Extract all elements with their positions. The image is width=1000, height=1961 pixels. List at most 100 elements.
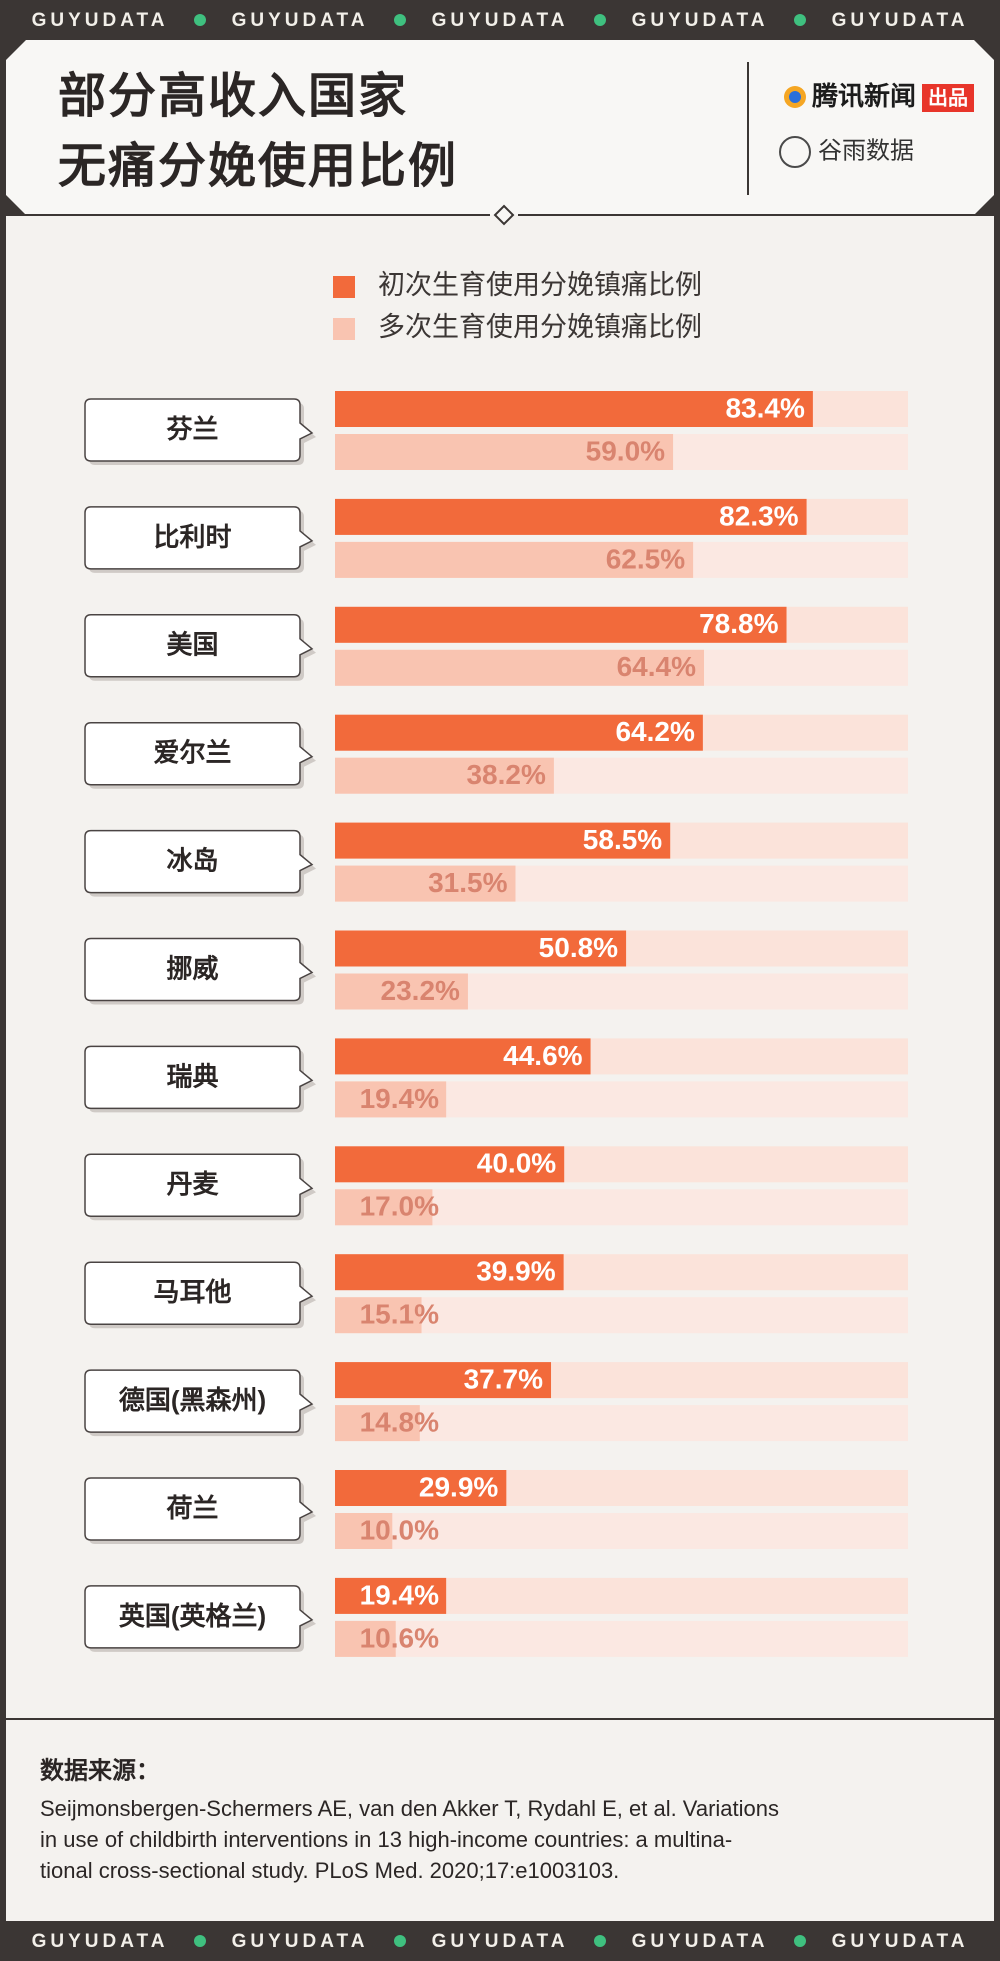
- label-box: [84, 829, 314, 894]
- value-label: 19.4%: [360, 1579, 439, 1610]
- category-label: 比利时: [153, 522, 231, 552]
- bar: [335, 973, 468, 1010]
- brand-text: GUYUDATA: [232, 1931, 369, 1952]
- value-label: 58.5%: [583, 824, 662, 855]
- brand-dot: [194, 14, 206, 26]
- bar: [335, 649, 705, 686]
- diamond: [493, 204, 515, 226]
- bar: [335, 1081, 447, 1118]
- brand-dot: [394, 14, 406, 26]
- bar: [335, 541, 694, 578]
- logo-text: 谷雨数据: [818, 137, 914, 164]
- source-line: in use of childbirth interventions in 13…: [40, 1827, 732, 1852]
- category-label: 美国: [166, 630, 218, 660]
- value-label: 64.2%: [615, 716, 694, 747]
- source-line: tional cross-sectional study. PLoS Med. …: [40, 1858, 619, 1883]
- corner: [6, 195, 26, 215]
- value-label: 19.4%: [360, 1083, 439, 1114]
- bar: [335, 1362, 552, 1399]
- value-label: 29.9%: [419, 1471, 498, 1502]
- label-box: [84, 1153, 314, 1218]
- value-label: 82.3%: [719, 500, 798, 531]
- label-box: [84, 1585, 314, 1649]
- logo-icon: [779, 136, 811, 168]
- category-label: 荷兰: [166, 1493, 218, 1523]
- brand-text: GUYUDATA: [32, 10, 169, 31]
- value-label: 83.4%: [725, 392, 804, 423]
- corner: [6, 40, 26, 60]
- value-label: 15.1%: [360, 1299, 439, 1330]
- legend-label: 初次生育使用分娩镇痛比例: [378, 270, 702, 300]
- brand-text: GUYUDATA: [632, 10, 769, 31]
- brand-dot: [794, 14, 806, 26]
- corner: [974, 195, 994, 215]
- bar: [335, 1470, 507, 1506]
- label-box: [84, 398, 314, 462]
- bar: [335, 1513, 393, 1549]
- category-label: 挪威: [166, 953, 218, 983]
- bar: [335, 1189, 433, 1226]
- value-label: 50.8%: [539, 932, 618, 963]
- bar: [335, 391, 813, 427]
- brand-dot: [394, 1935, 406, 1947]
- bar-track: [335, 1405, 908, 1442]
- source-heading: 数据来源：: [40, 1756, 160, 1784]
- bar: [335, 498, 807, 535]
- value-label: 40.0%: [477, 1148, 556, 1179]
- bar: [335, 1620, 396, 1657]
- category-label: 瑞典: [166, 1061, 218, 1091]
- label-box: [84, 937, 314, 1002]
- brand-dot: [594, 14, 606, 26]
- value-label: 62.5%: [606, 543, 685, 574]
- bar: [335, 714, 703, 751]
- value-label: 23.2%: [381, 975, 460, 1006]
- value-label: 10.6%: [360, 1622, 439, 1653]
- brand-text: GUYUDATA: [832, 1931, 969, 1952]
- brand-dot: [594, 1935, 606, 1947]
- brand-text: GUYUDATA: [32, 1931, 169, 1952]
- label-box: [84, 1369, 314, 1433]
- chart-title: 部分高收入国家 无痛分娩使用比例: [58, 70, 459, 193]
- value-label: 10.0%: [360, 1514, 439, 1545]
- value-label: 38.2%: [466, 759, 545, 790]
- bar: [335, 1146, 565, 1183]
- category-label: 冰岛: [166, 845, 218, 875]
- label-box: [84, 1261, 314, 1325]
- bar: [335, 606, 787, 643]
- brand-text: GUYUDATA: [832, 10, 969, 31]
- brand-text: GUYUDATA: [432, 1931, 569, 1952]
- value-label: 14.8%: [360, 1406, 439, 1437]
- bar: [335, 1297, 422, 1334]
- value-label: 64.4%: [617, 651, 696, 682]
- source-line: Seijmonsbergen-Schermers AE, van den Akk…: [40, 1796, 779, 1821]
- category-label: 英国(英格兰): [119, 1601, 266, 1631]
- category-label: 芬兰: [166, 414, 218, 444]
- bar-track: [335, 1297, 908, 1334]
- bar: [335, 757, 554, 794]
- brand-text: GUYUDATA: [432, 10, 569, 31]
- value-label: 59.0%: [586, 435, 665, 466]
- label-box: [84, 506, 314, 570]
- legend-swatch: [333, 318, 355, 340]
- value-label: 31.5%: [428, 867, 507, 898]
- bar: [335, 1254, 564, 1291]
- brand-text: GUYUDATA: [232, 10, 369, 31]
- value-label: 39.9%: [476, 1256, 555, 1287]
- logo-icon: [789, 91, 801, 103]
- bar: [335, 1577, 447, 1614]
- bar: [335, 865, 516, 902]
- value-label: 17.0%: [360, 1191, 439, 1222]
- value-label: 78.8%: [699, 608, 778, 639]
- value-label: 44.6%: [503, 1040, 582, 1071]
- category-label: 马耳他: [153, 1277, 231, 1307]
- brand-dot: [794, 1935, 806, 1947]
- corner: [974, 40, 994, 60]
- logo-badge-text: 出品: [928, 86, 968, 109]
- value-label: 37.7%: [464, 1363, 543, 1394]
- header-bg: [6, 40, 994, 215]
- label-box: [84, 1045, 314, 1110]
- bar-track: [335, 1513, 908, 1549]
- bar: [335, 434, 674, 470]
